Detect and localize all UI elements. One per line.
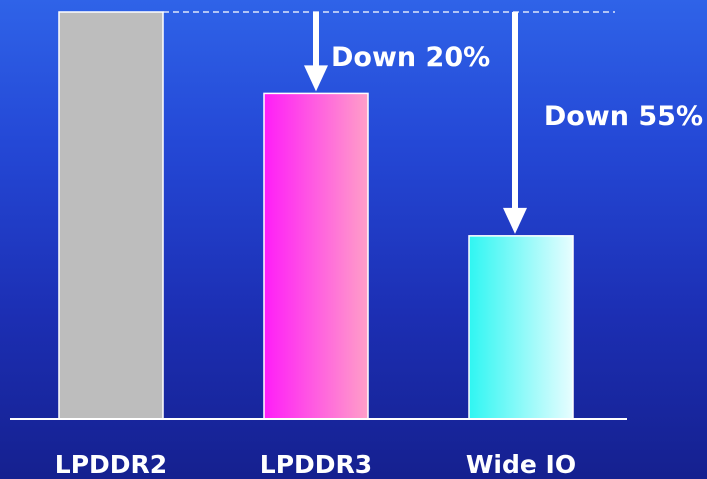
bars-layer — [58, 11, 574, 420]
bar-wide-io — [468, 235, 574, 420]
annotation-label-wide-io: Down 55% — [544, 101, 703, 132]
bar-lpddr3 — [263, 92, 369, 420]
category-labels-layer: LPDDR2 LPDDR3 Wide IO — [55, 450, 576, 479]
arrow-head-lpddr3 — [304, 65, 328, 92]
annotation-label-lpddr3: Down 20% — [331, 42, 490, 73]
category-label-wide-io: Wide IO — [466, 450, 576, 479]
category-label-lpddr2: LPDDR2 — [55, 450, 167, 479]
arrow-head-wide-io — [503, 207, 527, 234]
category-label-lpddr3: LPDDR3 — [260, 450, 372, 479]
annotation-arrows-layer: Down 20% Down 55% — [304, 12, 703, 234]
bar-lpddr2 — [58, 11, 164, 420]
